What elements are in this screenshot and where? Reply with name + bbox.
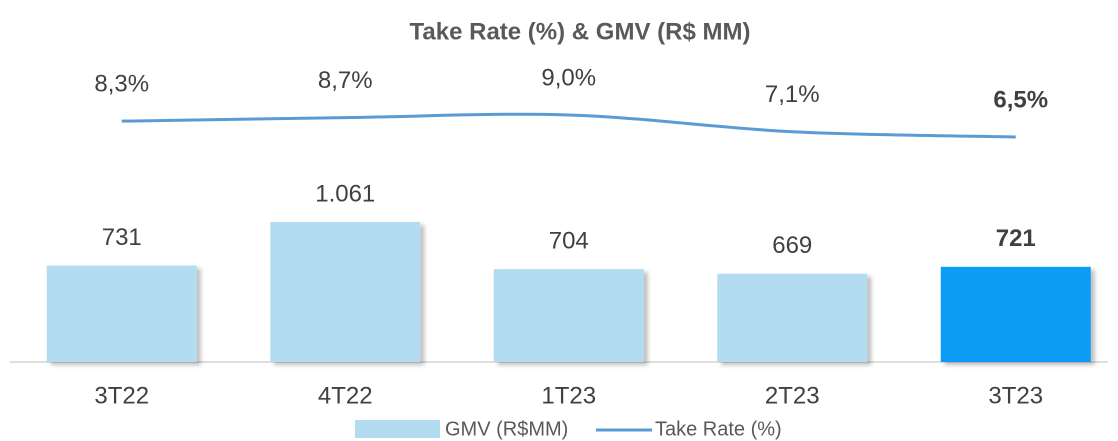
bar-label: 1.061 [315,180,375,207]
line-label: 8,3% [94,71,149,98]
chart-title: Take Rate (%) & GMV (R$ MM) [410,18,751,45]
bar [717,273,868,362]
bar [270,222,421,362]
line-label: 8,7% [318,67,373,94]
legend-swatch [355,420,440,438]
x-tick-label: 3T22 [94,382,149,409]
legend-label: Take Rate (%) [655,418,782,440]
x-tick-label: 3T23 [988,382,1043,409]
bar-label: 669 [772,232,812,259]
line [121,112,1016,139]
x-tick-label: 2T23 [765,382,820,409]
x-tick-label: 4T22 [318,382,373,409]
legend-label: GMV (R$MM) [445,418,568,440]
bar [940,266,1091,362]
x-tick-label: 1T23 [541,382,596,409]
bar-label: 704 [549,227,589,254]
bar-label: 721 [996,225,1036,252]
line-label: 9,0% [541,64,596,91]
bar [46,265,197,362]
line-label: 6,5% [993,86,1048,113]
bar-label: 731 [102,224,142,251]
bar [493,269,644,362]
line-label: 7,1% [765,81,820,108]
